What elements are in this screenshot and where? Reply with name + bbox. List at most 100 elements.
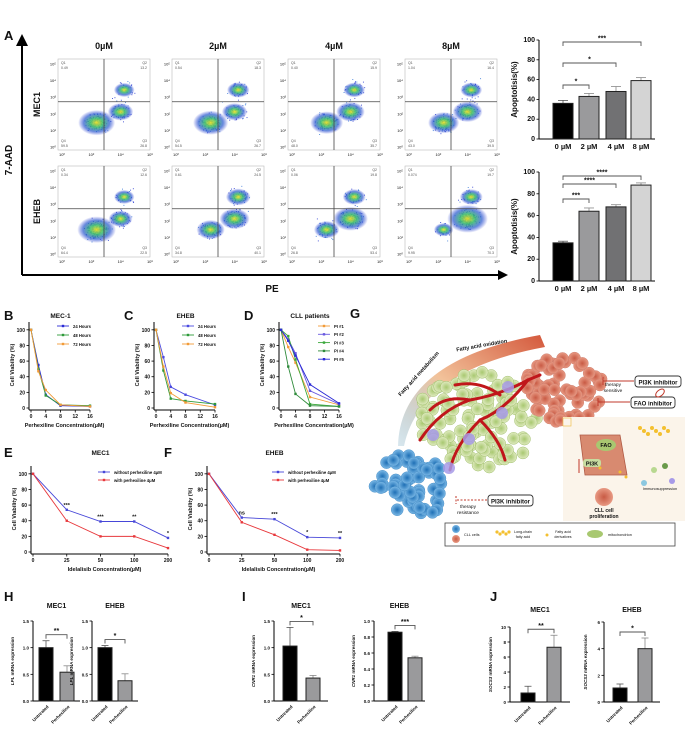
flow-y-tick: 10⁰: [50, 252, 56, 257]
flow-x-tick: 10²: [202, 259, 208, 264]
legend-cll-cells: CLL cells: [464, 533, 480, 537]
cell-icon: [507, 432, 520, 445]
population-density: [447, 204, 488, 233]
bar: [630, 184, 652, 282]
quadrant-name: Q2: [142, 168, 147, 172]
x-tick-label: Untreated: [605, 705, 624, 724]
legend-label: 72 Hours: [198, 342, 217, 347]
x-tick-label: 100: [130, 558, 139, 564]
cell-icon: [475, 366, 489, 379]
x-tick-label: Untreated: [90, 704, 109, 723]
flow-y-tick: 10¹: [397, 128, 403, 133]
flow-x-tick: 10²: [435, 152, 441, 157]
y-tick-label: 40: [527, 96, 535, 103]
x-tick-label: Perhexiline: [108, 704, 129, 725]
quadrant-name: Q3: [256, 139, 261, 143]
x-tick-label: 25: [64, 558, 70, 564]
cell-icon: [440, 381, 453, 394]
data-point: [287, 365, 290, 368]
fatty-acid-icon: [650, 426, 654, 430]
fao-label: FAO: [600, 443, 612, 449]
population-density: [310, 111, 344, 135]
flow-y-tick: 10³: [164, 95, 170, 100]
y-tick-label: 100: [142, 328, 151, 334]
y-tick-label: 60: [269, 359, 275, 365]
y-tick-label: 20: [19, 390, 25, 396]
legend-marker: [322, 349, 326, 353]
flow-row-label: MEC1: [32, 92, 42, 117]
event-dot: [231, 188, 232, 190]
immune-cell-icon: [651, 467, 657, 473]
flow-y-axis-label: 7-AAD: [4, 145, 15, 176]
cell-icon: [482, 460, 496, 474]
population-density: [193, 110, 229, 135]
legend-marker: [186, 324, 190, 328]
cell-icon: [532, 404, 546, 417]
significance-bracket: [527, 628, 555, 634]
quadrant-q1-value: 0.54: [175, 66, 182, 70]
data-point: [29, 328, 33, 332]
quadrant-name: Q3: [489, 246, 494, 250]
quadrant-q3-value: 70.3: [487, 251, 494, 255]
x-tick-label: 0: [32, 558, 35, 564]
quadrant-q1-value: 0.06: [291, 173, 298, 177]
cell-icon: [390, 503, 404, 516]
flow-y-tick: 10⁴: [50, 78, 56, 83]
long-chain-fatty-acid-icon: [507, 530, 511, 534]
x-tick-label: 16: [212, 414, 218, 420]
data-point: [162, 369, 165, 372]
inhibition-arrow-icon: [602, 377, 634, 385]
immunosuppression-label: Immunosuppression: [643, 487, 677, 491]
bar-chart-h-eheb: 0.0 0.5 1.0 1.5 EHEB LPL mRNA expression Untre…: [69, 603, 138, 725]
bar: [612, 687, 628, 703]
y-tick-label: 10: [501, 625, 507, 630]
legend-label: PI #1: [334, 324, 344, 329]
significance-label: ***: [271, 512, 278, 518]
flow-x-tick: 10⁰: [289, 152, 295, 157]
x-tick-label: 100: [303, 558, 312, 564]
event-dot: [467, 187, 469, 188]
event-dot: [227, 92, 229, 94]
flow-y-tick: 10¹: [280, 128, 286, 133]
fatty-acid-icon: [646, 432, 650, 436]
bar: [578, 95, 600, 140]
x-tick-label: Perhexiline: [296, 704, 317, 725]
bar: [282, 645, 298, 702]
y-axis-label: CNR1 mRNA expression: [351, 635, 356, 687]
event-dot: [125, 102, 126, 104]
vessel: [478, 418, 507, 462]
y-tick-label: 1.0: [364, 619, 371, 624]
quadrant-name: Q1: [408, 168, 413, 172]
y-tick-label: 80: [197, 487, 203, 493]
event-dot: [343, 92, 345, 93]
bar: [38, 647, 54, 702]
arrow-head-icon: [498, 270, 508, 280]
x-tick-label: Untreated: [275, 704, 294, 723]
legend-label: 24 Hours: [73, 324, 92, 329]
data-point: [31, 472, 35, 476]
data-point: [99, 535, 102, 538]
event-dot: [461, 98, 463, 100]
bar: [407, 657, 423, 702]
event-dot: [466, 80, 468, 82]
data-point: [287, 345, 290, 349]
y-axis-label: SOCS3 mRNA expression: [583, 634, 588, 689]
chart-title: EHEB: [265, 450, 283, 457]
red-cll-cell-icon: [452, 535, 460, 543]
data-point: [37, 363, 40, 367]
quadrant-name: Q4: [175, 246, 180, 250]
data-point: [44, 394, 47, 397]
legend-marker: [61, 324, 65, 328]
y-tick-label: 80: [269, 343, 275, 349]
event-dot: [458, 199, 459, 201]
population-density: [225, 188, 251, 206]
data-point: [65, 508, 68, 511]
legend-lcfa: fatty acid: [516, 535, 530, 539]
population-density: [459, 189, 483, 205]
bar: [605, 206, 627, 282]
population-density: [428, 111, 460, 134]
flow-x-tick: 10²: [88, 152, 94, 157]
y-axis-label-suffix: mRNA expression: [583, 634, 588, 674]
y-tick-label: 80: [144, 343, 150, 349]
